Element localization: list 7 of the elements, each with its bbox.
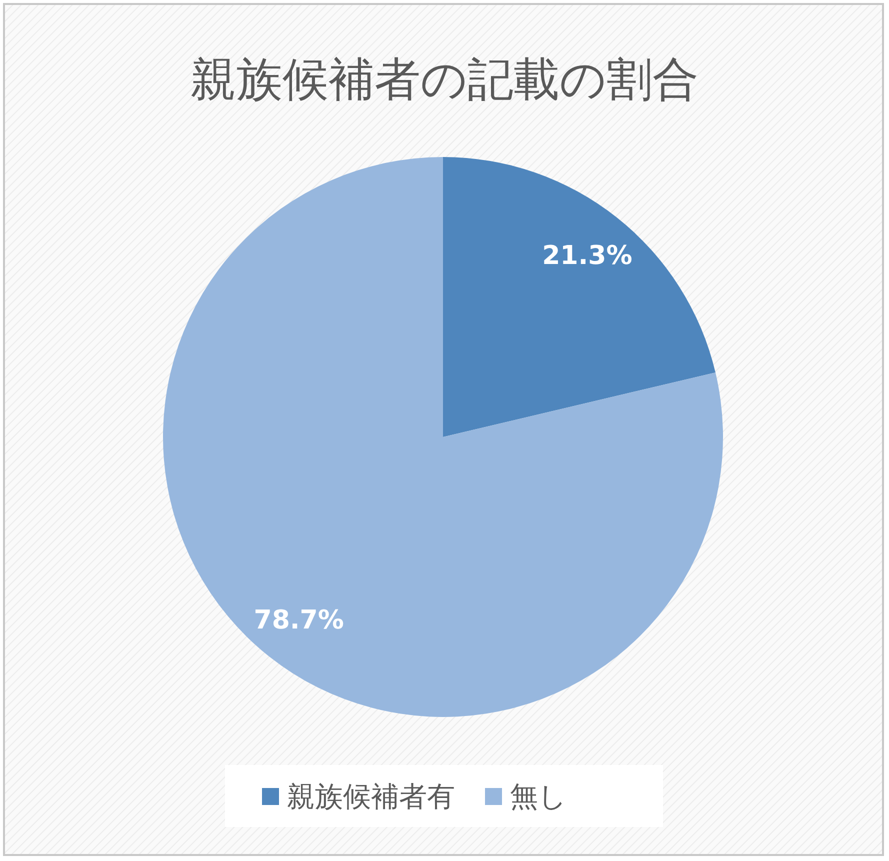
data-label: 78.7%: [254, 605, 344, 636]
data-label: 21.3%: [542, 240, 632, 271]
legend-label: 親族候補者有: [287, 780, 455, 813]
pie-slice: [443, 157, 716, 437]
legend-label: 無し: [510, 780, 567, 813]
pie-slice: [163, 157, 723, 717]
chart-title: 親族候補者の記載の割合: [190, 52, 698, 106]
